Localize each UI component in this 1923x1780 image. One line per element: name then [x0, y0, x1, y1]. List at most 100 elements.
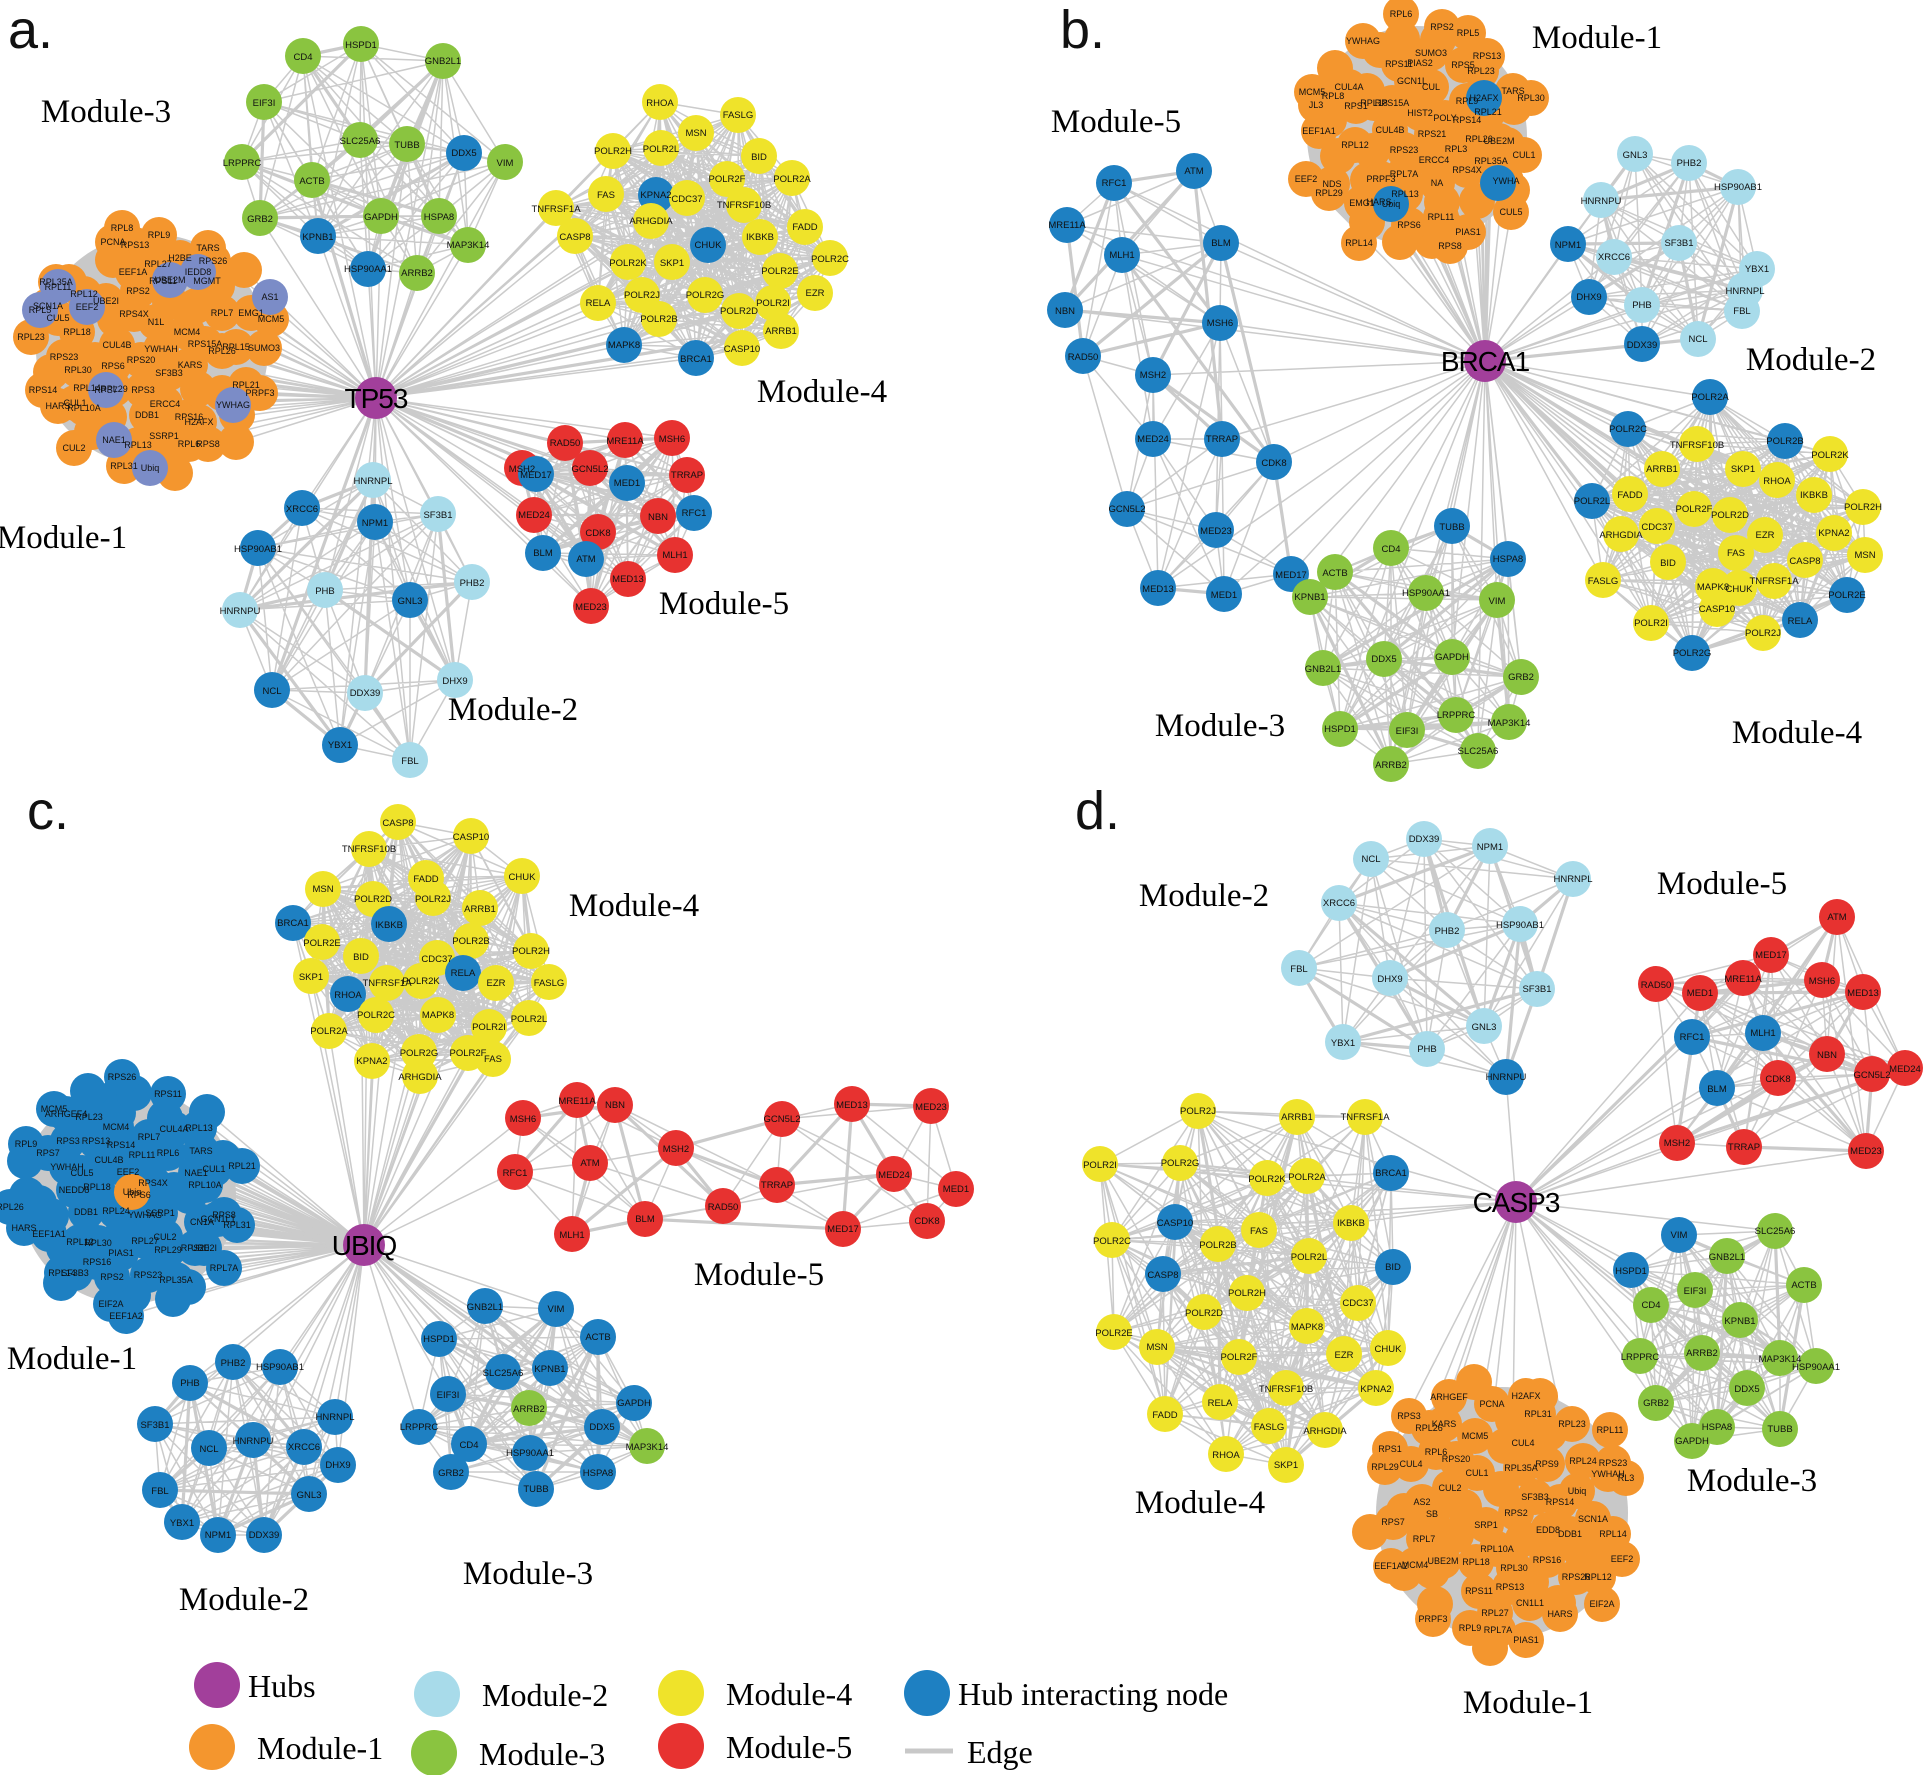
svg-text:DDX39: DDX39	[1627, 340, 1658, 351]
svg-text:POLR2F: POLR2F	[1221, 1352, 1258, 1363]
svg-text:EEF2: EEF2	[76, 302, 99, 312]
svg-text:RPL15: RPL15	[222, 342, 250, 352]
svg-text:MAPK8: MAPK8	[1697, 582, 1729, 593]
svg-text:MSH6: MSH6	[510, 1114, 536, 1125]
svg-text:HARS: HARS	[11, 1223, 36, 1233]
svg-text:SF3B3: SF3B3	[1521, 1492, 1549, 1502]
svg-text:RELA: RELA	[1208, 1398, 1233, 1409]
svg-text:RPL3: RPL3	[1445, 144, 1468, 154]
svg-text:EMG1: EMG1	[238, 308, 264, 318]
svg-text:ATM: ATM	[580, 1158, 599, 1169]
svg-text:BLM: BLM	[1707, 1084, 1727, 1095]
svg-text:DDB1: DDB1	[1558, 1529, 1582, 1539]
svg-text:RPS26: RPS26	[1562, 1572, 1591, 1582]
svg-text:SCN1A: SCN1A	[1578, 1514, 1608, 1524]
svg-text:FADD: FADD	[413, 874, 438, 885]
svg-text:KPNB1: KPNB1	[1294, 592, 1325, 603]
svg-text:RL3: RL3	[1618, 1473, 1635, 1483]
svg-text:EEF1A2: EEF1A2	[1374, 1561, 1408, 1571]
svg-text:SF3B1: SF3B1	[1522, 984, 1551, 995]
svg-text:KPNA2: KPNA2	[356, 1056, 387, 1067]
svg-text:Module-2: Module-2	[1746, 342, 1876, 378]
svg-text:RPL11: RPL11	[1428, 212, 1455, 222]
svg-text:IKBKB: IKBKB	[375, 920, 403, 931]
svg-text:RPL14: RPL14	[1345, 238, 1373, 248]
svg-text:NBN: NBN	[648, 512, 668, 523]
svg-text:ARHGDIA: ARHGDIA	[1303, 1426, 1347, 1437]
svg-text:CASP8: CASP8	[382, 818, 413, 829]
svg-text:CUL4A: CUL4A	[159, 1124, 188, 1134]
svg-text:MED13: MED13	[1847, 988, 1879, 999]
svg-text:FBL: FBL	[401, 756, 418, 767]
svg-text:DHX9: DHX9	[442, 676, 467, 687]
svg-text:RPS16: RPS16	[83, 1257, 112, 1267]
svg-text:H2AFX: H2AFX	[1511, 1391, 1540, 1401]
svg-text:HNRNPL: HNRNPL	[353, 476, 392, 487]
svg-text:JL3: JL3	[1309, 100, 1324, 110]
svg-text:HNRNPU: HNRNPU	[1486, 1072, 1527, 1083]
svg-text:POLR2E: POLR2E	[303, 938, 341, 949]
svg-text:N1L: N1L	[148, 317, 165, 327]
svg-text:DDX5: DDX5	[589, 1422, 614, 1433]
svg-text:DDB1: DDB1	[74, 1207, 98, 1217]
svg-text:BLM: BLM	[533, 548, 553, 559]
svg-text:FADD: FADD	[1617, 490, 1642, 501]
svg-text:RPL21: RPL21	[228, 1161, 256, 1171]
svg-text:KPNA2: KPNA2	[1818, 528, 1849, 539]
svg-text:MCM5: MCM5	[1462, 1431, 1489, 1441]
svg-text:POLR2E: POLR2E	[1828, 590, 1866, 601]
svg-text:CDC37: CDC37	[1641, 522, 1672, 533]
svg-text:CUL2: CUL2	[1438, 1483, 1461, 1493]
svg-text:KARS: KARS	[1432, 1419, 1457, 1429]
svg-text:PIAS1: PIAS1	[1513, 1635, 1539, 1645]
svg-text:RPL18: RPL18	[63, 327, 91, 337]
svg-text:BRCA1: BRCA1	[1441, 346, 1530, 377]
svg-text:PIAS1: PIAS1	[1455, 227, 1481, 237]
svg-text:RPS11: RPS11	[1465, 1586, 1493, 1596]
svg-text:HSP90AA1: HSP90AA1	[344, 264, 392, 275]
svg-text:MRE11A: MRE11A	[606, 436, 644, 447]
svg-text:Module-2: Module-2	[1139, 878, 1269, 914]
svg-text:SLC25A6: SLC25A6	[340, 136, 381, 147]
svg-text:BID: BID	[1660, 558, 1676, 569]
svg-text:Hub interacting node: Hub interacting node	[958, 1676, 1228, 1712]
svg-text:Edge: Edge	[967, 1734, 1033, 1770]
svg-text:HNRNPU: HNRNPU	[233, 1436, 274, 1447]
svg-text:GNL3: GNL3	[1472, 1022, 1497, 1033]
svg-text:HSPD1: HSPD1	[423, 1334, 455, 1345]
svg-text:KPNB1: KPNB1	[302, 232, 333, 243]
svg-text:MSH2: MSH2	[1664, 1138, 1690, 1149]
svg-text:CASP10: CASP10	[1699, 604, 1735, 615]
svg-text:ATM: ATM	[1184, 166, 1203, 177]
svg-text:CUL1: CUL1	[1465, 1468, 1488, 1478]
svg-text:TNFRSF10B: TNFRSF10B	[717, 200, 771, 211]
svg-text:MCM4: MCM4	[103, 1122, 130, 1132]
svg-text:NPM1: NPM1	[1477, 842, 1503, 853]
svg-text:RPL23: RPL23	[17, 332, 45, 342]
svg-text:TNFRSF10B: TNFRSF10B	[1259, 1384, 1313, 1395]
svg-text:YWHAH: YWHAH	[1591, 1469, 1625, 1479]
svg-text:GRB2: GRB2	[247, 214, 273, 225]
svg-text:CUL4: CUL4	[1399, 1459, 1422, 1469]
svg-text:RPL26: RPL26	[1415, 1423, 1443, 1433]
svg-text:TARS: TARS	[196, 243, 219, 253]
svg-text:RPS14: RPS14	[29, 385, 58, 395]
svg-text:RFC1: RFC1	[503, 1168, 528, 1179]
svg-text:RPL7: RPL7	[1413, 1534, 1436, 1544]
svg-text:HSPA8: HSPA8	[583, 1468, 613, 1479]
svg-text:TUBB: TUBB	[394, 140, 419, 151]
svg-text:RPL12: RPL12	[1341, 140, 1369, 150]
svg-text:MRE11A: MRE11A	[558, 1096, 596, 1107]
svg-text:b.: b.	[1060, 0, 1105, 60]
svg-text:MAPK8: MAPK8	[422, 1010, 454, 1021]
svg-text:SSRP1: SSRP1	[145, 1208, 175, 1218]
svg-text:ACTB: ACTB	[299, 176, 324, 187]
svg-text:SF3B1: SF3B1	[1664, 238, 1693, 249]
svg-text:POLR2C: POLR2C	[1093, 1236, 1131, 1247]
svg-text:FBL: FBL	[1290, 964, 1307, 975]
svg-text:RPS23: RPS23	[50, 352, 79, 362]
svg-text:POLR2F: POLR2F	[450, 1048, 487, 1059]
svg-text:BID: BID	[751, 152, 767, 163]
svg-text:TRRAP: TRRAP	[1728, 1142, 1760, 1153]
svg-text:MAPK8: MAPK8	[608, 340, 640, 351]
